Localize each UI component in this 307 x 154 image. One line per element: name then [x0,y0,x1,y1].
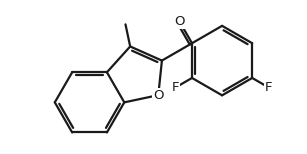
Text: O: O [174,15,185,28]
Text: O: O [153,89,164,102]
Text: F: F [172,81,179,94]
Text: F: F [265,81,273,94]
